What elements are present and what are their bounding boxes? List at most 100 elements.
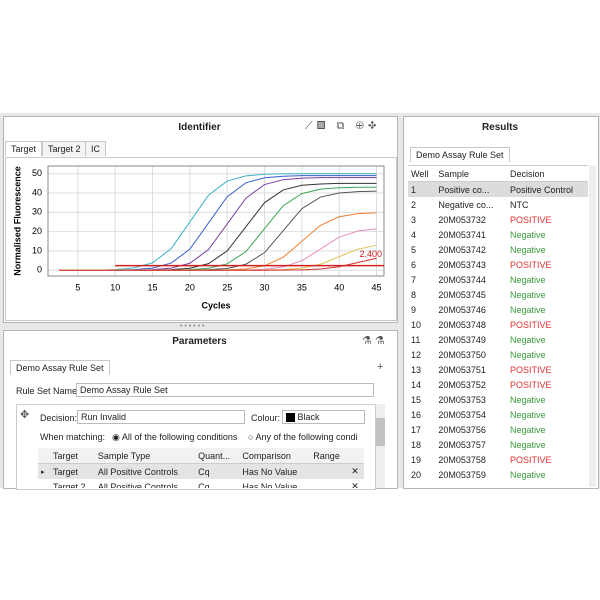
result-row[interactable]: 9 20M053746 Negative: [408, 302, 588, 317]
amplification-chart: 0 10 20 30 40 50 5 10 15 20 25 30 35 40 45 Cycles Normal…: [5, 157, 397, 321]
result-row[interactable]: 12 20M053750 Negative: [408, 347, 588, 362]
cell: Negative: [509, 289, 546, 300]
cell: POSITIVE: [509, 379, 552, 390]
cell: Negative: [509, 439, 546, 450]
y-tick-label: 40: [32, 187, 42, 197]
cell: Negative: [509, 229, 546, 240]
cell: [38, 479, 50, 488]
tab[interactable]: Demo Assay Rule Set: [10, 360, 110, 375]
result-row[interactable]: 16 20M053754 Negative: [408, 407, 588, 422]
cell: Negative: [509, 394, 546, 405]
text-input[interactable]: Demo Assay Rule Set: [76, 383, 374, 397]
cell: Negative: [509, 424, 546, 435]
cell: POSITIVE: [509, 364, 552, 375]
result-row[interactable]: 19 20M053758 POSITIVE: [408, 452, 588, 467]
result-row[interactable]: 8 20M053745 Negative: [408, 287, 588, 302]
result-row[interactable]: 7 20M053744 Negative: [408, 272, 588, 287]
cell: 20M053745: [438, 289, 486, 300]
add-button[interactable]: +: [377, 361, 384, 373]
cell: 20M053742: [438, 244, 486, 255]
cell: ✕: [351, 481, 359, 488]
amplification-curve: [59, 175, 377, 271]
result-row[interactable]: 11 20M053749 Negative: [408, 332, 588, 347]
cell: Positive Control: [509, 184, 574, 195]
result-row[interactable]: 4 20M053741 Negative: [408, 227, 588, 242]
cell: Range: [313, 450, 340, 461]
cell: 20M053758: [438, 454, 486, 465]
toolbar-icons[interactable]: ⟋▤ ⧉ ⊕✥: [305, 120, 381, 132]
panel-title: Identifier: [178, 122, 221, 133]
scrollbar[interactable]: [589, 165, 596, 487]
tab[interactable]: Demo Assay Rule Set: [410, 147, 510, 162]
cell: 10: [411, 319, 422, 330]
cell: NTC: [509, 199, 529, 210]
cell: [310, 479, 348, 488]
cell: 16: [411, 409, 422, 420]
result-row[interactable]: 20 20M053759 Negative: [408, 467, 588, 482]
tab[interactable]: IC: [85, 141, 106, 156]
cell: Negative: [509, 409, 546, 420]
cell: 20M053748: [438, 319, 486, 330]
cell: 20M053754: [438, 409, 486, 420]
grid-header[interactable]: Well Sample Decision: [408, 166, 588, 182]
cell: Negative: [509, 334, 546, 345]
condition-row[interactable]: ▸ Target All Positive Controls Cq Has No Val…: [38, 463, 364, 479]
y-tick-label: 50: [32, 168, 42, 178]
radio-label: Any of the following condi: [255, 432, 358, 442]
cell: 18: [411, 439, 422, 450]
cell: 20M053746: [438, 304, 486, 315]
radio-label: All of the following conditions: [121, 432, 238, 442]
cell: 20M053749: [438, 334, 486, 345]
scrollbar[interactable]: [376, 404, 385, 488]
cell: Has No Value: [242, 481, 298, 489]
cell: ▸: [41, 468, 45, 476]
cell: Well: [411, 168, 429, 179]
toolbar-icons[interactable]: ⚗ ⚗: [362, 335, 385, 347]
result-row[interactable]: 17 20M053756 Negative: [408, 422, 588, 437]
colour-value: Black: [297, 412, 320, 422]
result-row[interactable]: 13 20M053751 POSITIVE: [408, 362, 588, 377]
cell: 20M053753: [438, 394, 486, 405]
results-grid: Well Sample Decision 1 Positive co... Positiv…: [408, 165, 588, 488]
label: Colour:: [251, 413, 281, 423]
result-row[interactable]: 18 20M053757 Negative: [408, 437, 588, 452]
radio-any[interactable]: ○ Any of the following condi: [248, 432, 358, 442]
scroll-thumb[interactable]: [376, 418, 385, 446]
cell: 20M053744: [438, 274, 486, 285]
panel-title: Parameters: [172, 336, 227, 347]
result-row[interactable]: 1 Positive co... Positive Control: [408, 181, 588, 197]
result-row[interactable]: 2 Negative co... NTC: [408, 197, 588, 212]
cell: 8: [411, 289, 417, 300]
cell: POSITIVE: [509, 214, 552, 225]
x-tick-label: 30: [260, 282, 270, 292]
y-tick-label: 10: [32, 245, 42, 255]
tab[interactable]: Target: [5, 141, 43, 156]
result-row[interactable]: 15 20M053753 Negative: [408, 392, 588, 407]
move-handle[interactable]: ✥: [20, 409, 30, 421]
cell: Negative: [509, 349, 546, 360]
cell: 20M053732: [438, 214, 486, 225]
result-row[interactable]: 3 20M053732 POSITIVE: [408, 212, 588, 227]
threshold-label: 2.400: [359, 249, 382, 259]
cell: Negative: [509, 304, 546, 315]
grid-header[interactable]: Target Sample Type Quant... Comparison Range: [38, 448, 364, 464]
x-tick-label: 45: [372, 282, 382, 292]
y-tick-label: 20: [32, 226, 42, 236]
result-row[interactable]: 10 20M053748 POSITIVE: [408, 317, 588, 332]
radio-all[interactable]: ◉ All of the following conditions: [112, 432, 238, 442]
cell: Has No Value: [242, 466, 298, 477]
cell: Sample Type: [97, 450, 151, 461]
condition-row[interactable]: Target 2 All Positive Controls Cq Has No Va…: [38, 479, 364, 488]
cell: 4: [411, 229, 417, 240]
cell: Target 2: [53, 481, 86, 489]
result-row[interactable]: 5 20M053742 Negative: [408, 242, 588, 257]
cell: 3: [411, 214, 417, 225]
result-row[interactable]: 6 20M053743 POSITIVE: [408, 257, 588, 272]
colour-select[interactable]: Black: [282, 410, 365, 425]
text-input[interactable]: Run Invalid: [77, 410, 245, 424]
amplification-curve: [59, 257, 377, 271]
x-tick-label: 35: [297, 282, 307, 292]
cell: 14: [411, 379, 422, 390]
result-row[interactable]: 14 20M053752 POSITIVE: [408, 377, 588, 392]
tab[interactable]: Target 2: [42, 141, 87, 156]
